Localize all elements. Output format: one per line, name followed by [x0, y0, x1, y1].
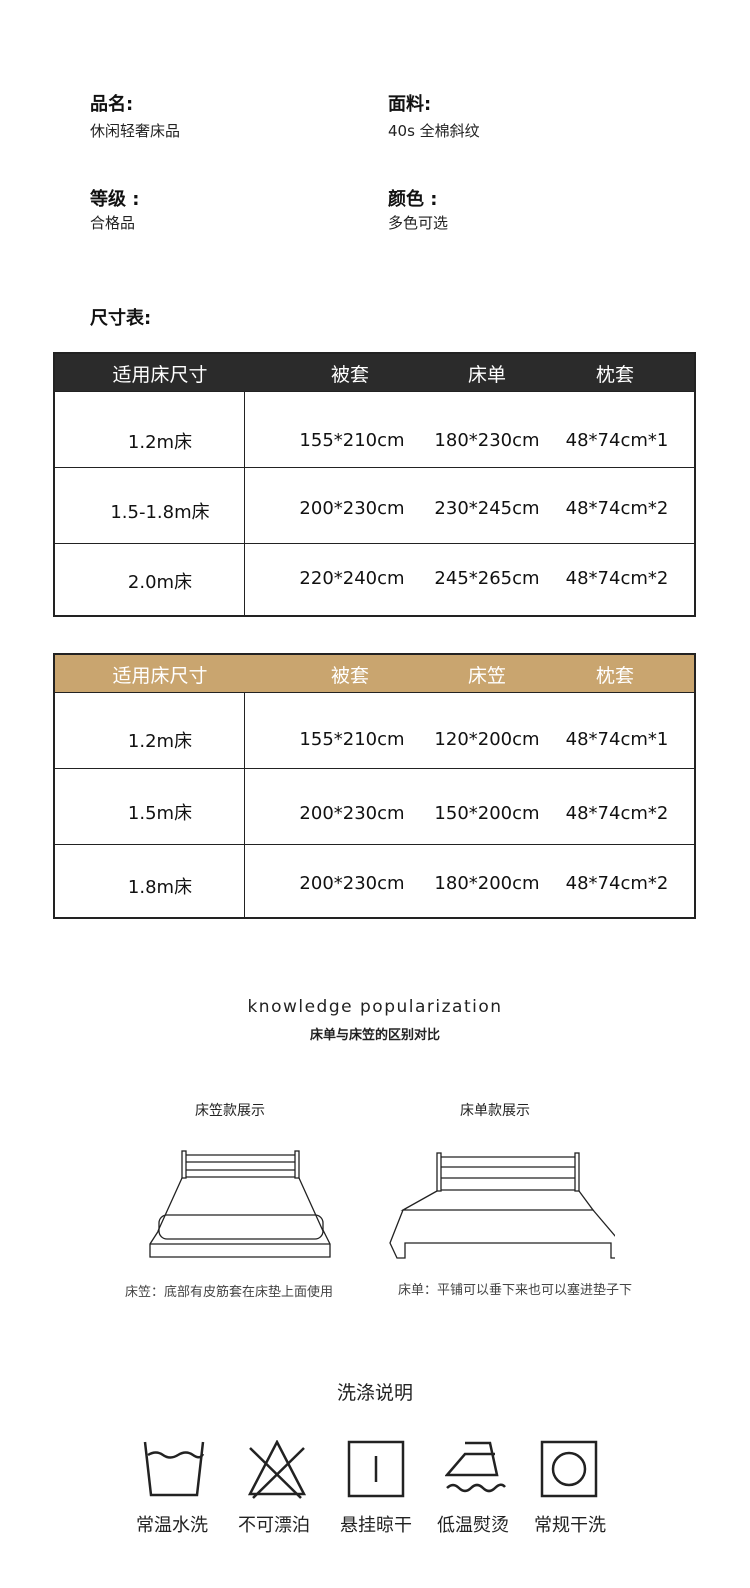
wash-label: 悬挂晾干 [340, 1515, 412, 1536]
column-header: 枕套 [595, 665, 635, 687]
table-cell: 200*230cm [299, 803, 405, 824]
size-title: 尺寸表: [90, 308, 152, 329]
column-divider [244, 468, 245, 543]
table-cell: 200*230cm [299, 873, 405, 894]
column-divider [244, 769, 245, 844]
wash-label: 常规干洗 [534, 1515, 606, 1536]
table-header: 适用床尺寸 被套 床单 枕套 [55, 354, 694, 391]
info-label: 等级 : [90, 189, 140, 210]
table-cell: 220*240cm [299, 568, 405, 589]
table-cell: 2.0m床 [127, 572, 193, 593]
sheet-title: 床单款展示 [460, 1103, 530, 1119]
table-cell: 48*74cm*1 [565, 729, 669, 750]
table-cell: 155*210cm [299, 729, 405, 750]
table-row: 1.5m床 200*230cm 150*200cm 48*74cm*2 [55, 768, 694, 844]
column-divider [244, 845, 245, 917]
table-cell: 48*74cm*2 [565, 568, 669, 589]
table-cell: 150*200cm [434, 803, 540, 824]
table-row: 1.8m床 200*230cm 180*200cm 48*74cm*2 [55, 844, 694, 917]
size-table-duvet-sheet: 适用床尺寸 被套 床单 枕套 1.2m床 155*210cm 180*230cm 48*74c… [53, 352, 696, 617]
table-cell: 120*200cm [434, 729, 540, 750]
table-cell: 180*230cm [434, 430, 540, 451]
table-row: 1.2m床 155*210cm 180*230cm 48*74cm*1 [55, 391, 694, 467]
table-cell: 1.8m床 [127, 877, 193, 898]
wash-title: 洗涤说明 [336, 1382, 413, 1404]
fitted-bed-illustration [149, 1150, 331, 1258]
knowledge-title-en: knowledge popularization [247, 997, 503, 1017]
info-label: 品名: [90, 94, 134, 115]
wash-30-icon [143, 1441, 205, 1497]
table-cell: 180*200cm [434, 873, 540, 894]
flat-sheet-bed-illustration [389, 1152, 615, 1259]
low-iron-icon [445, 1441, 506, 1493]
table-row: 1.2m床 155*210cm 120*200cm 48*74cm*1 [55, 692, 694, 768]
table-cell: 230*245cm [434, 498, 540, 519]
table-cell: 200*230cm [299, 498, 405, 519]
info-value: 多色可选 [388, 214, 449, 232]
column-divider [244, 544, 245, 615]
info-value: 合格品 [90, 214, 136, 232]
wash-label: 不可漂泊 [238, 1515, 310, 1536]
table-row: 1.5-1.8m床 200*230cm 230*245cm 48*74cm*2 [55, 467, 694, 543]
column-divider [244, 392, 245, 467]
size-table-duvet-fitted: 适用床尺寸 被套 床笠 枕套 1.2m床 155*210cm 120*200cm 48*74c… [53, 653, 696, 919]
table-cell: 1.5-1.8m床 [110, 502, 210, 523]
table-cell: 155*210cm [299, 430, 405, 451]
info-value: 休闲轻奢床品 [90, 122, 181, 140]
column-header: 适用床尺寸 [112, 665, 208, 687]
table-cell: 1.2m床 [127, 432, 193, 453]
column-header: 被套 [330, 364, 370, 386]
column-header: 被套 [330, 665, 370, 687]
hang-dry-icon [347, 1440, 405, 1498]
table-header: 适用床尺寸 被套 床笠 枕套 [55, 655, 694, 692]
table-cell: 48*74cm*1 [565, 430, 669, 451]
wash-label: 常温水洗 [136, 1515, 208, 1536]
column-header: 适用床尺寸 [112, 364, 208, 386]
fitted-caption: 床笠：底部有皮筋套在床垫上面使用 [125, 1285, 334, 1300]
column-header: 床笠 [467, 665, 507, 687]
wash-label: 低温熨烫 [437, 1515, 509, 1536]
table-cell: 48*74cm*2 [565, 498, 669, 519]
table-cell: 245*265cm [434, 568, 540, 589]
fitted-title: 床笠款展示 [195, 1103, 265, 1119]
knowledge-title-cn: 床单与床笠的区别对比 [309, 1028, 440, 1043]
info-label: 颜色 : [388, 189, 438, 210]
no-bleach-icon [247, 1440, 307, 1499]
column-header: 床单 [467, 364, 507, 386]
info-value: 40s 全棉斜纹 [388, 122, 480, 140]
table-row: 2.0m床 220*240cm 245*265cm 48*74cm*2 [55, 543, 694, 615]
sheet-caption: 床单：平铺可以垂下来也可以塞进垫子下 [398, 1283, 633, 1298]
info-label: 面料: [388, 94, 432, 115]
column-divider [244, 693, 245, 768]
table-cell: 48*74cm*2 [565, 803, 669, 824]
column-header: 枕套 [595, 364, 635, 386]
table-cell: 48*74cm*2 [565, 873, 669, 894]
table-cell: 1.2m床 [127, 731, 193, 752]
dry-clean-icon [540, 1440, 598, 1498]
table-cell: 1.5m床 [127, 803, 193, 824]
